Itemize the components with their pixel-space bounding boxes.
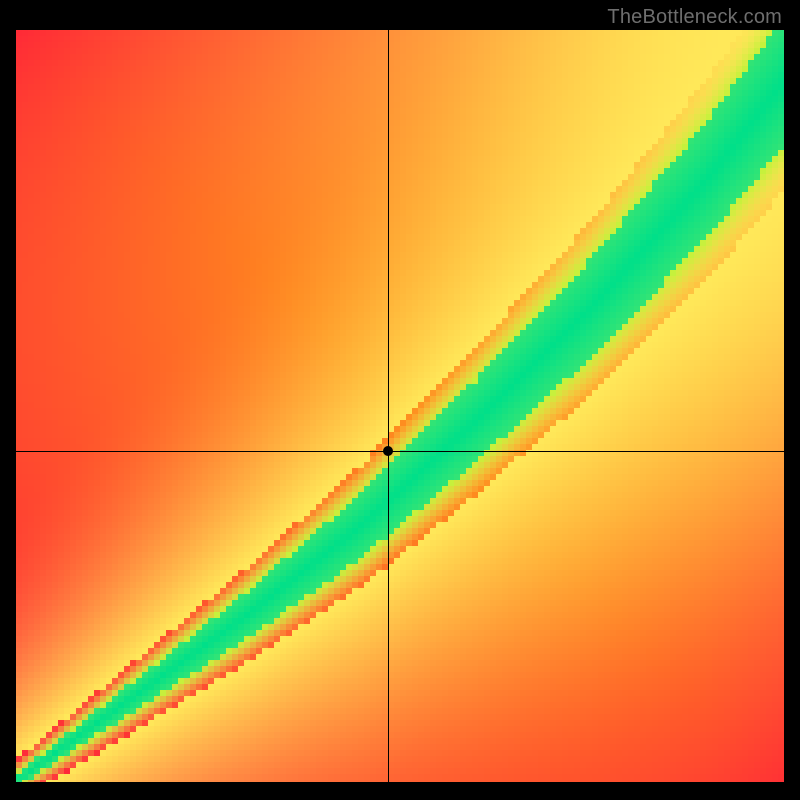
heatmap-canvas	[16, 30, 784, 782]
figure-container: TheBottleneck.com	[0, 0, 800, 800]
watermark-text: TheBottleneck.com	[607, 6, 782, 29]
crosshair-vertical	[388, 30, 389, 782]
data-point-marker	[383, 446, 393, 456]
crosshair-horizontal	[16, 451, 784, 452]
plot-area	[16, 30, 784, 782]
